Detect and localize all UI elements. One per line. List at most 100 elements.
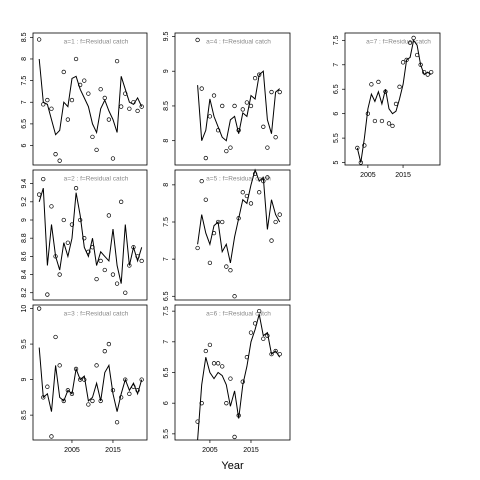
- observed-point: [407, 40, 413, 45]
- observed-point: [94, 147, 99, 153]
- observed-point: [269, 351, 274, 357]
- observed-point: [207, 342, 213, 348]
- observed-point: [248, 103, 254, 109]
- y-tick-label: 8: [21, 57, 28, 61]
- observed-point: [232, 103, 237, 109]
- observed-point: [379, 118, 385, 124]
- panel: 5.5 6 6.5 7 7.5 2005 2015 a=6 : f=Residual catc…: [163, 304, 291, 472]
- observed-point: [240, 107, 245, 112]
- panel: 5 5.5 6 6.5 7 7.5 2005 2015 a=7 : f=Residual cat…: [333, 32, 441, 179]
- fitted-line: [197, 314, 281, 441]
- y-tick-label: 6: [163, 401, 170, 405]
- y-tick-label: 5: [333, 161, 340, 165]
- observed-point: [211, 361, 217, 366]
- observed-point: [90, 134, 95, 140]
- observed-point: [102, 267, 107, 273]
- observed-point: [203, 348, 208, 354]
- observed-point: [53, 152, 58, 157]
- observed-point: [257, 72, 262, 77]
- observed-point: [215, 219, 221, 225]
- y-tick-label: 6: [333, 112, 340, 116]
- observed-point: [86, 402, 91, 407]
- observed-point: [240, 190, 245, 195]
- observed-point: [131, 384, 136, 389]
- observed-point: [94, 363, 99, 368]
- observed-point: [57, 158, 62, 163]
- panel-annotation: a=6 : f=Residual catch: [206, 311, 271, 318]
- observed-point: [45, 384, 50, 389]
- observed-point: [220, 364, 225, 369]
- observed-point: [114, 58, 120, 64]
- observed-point: [195, 419, 200, 424]
- y-tick-label: 6.5: [163, 368, 170, 378]
- y-tick-label: 7: [333, 63, 340, 67]
- observed-point: [207, 114, 213, 119]
- observed-point: [57, 363, 62, 368]
- observed-point: [119, 104, 124, 109]
- observed-point: [269, 89, 274, 95]
- observed-point: [110, 272, 116, 277]
- panel-frame: [174, 32, 291, 166]
- y-tick-label: 7: [21, 100, 28, 104]
- y-tick-label: 10: [21, 305, 28, 313]
- x-tick-label: 2015: [243, 447, 259, 454]
- observed-point: [248, 330, 254, 335]
- y-tick-label: 5.5: [333, 133, 340, 143]
- observed-point: [220, 219, 225, 225]
- observed-point: [199, 86, 204, 91]
- observed-point: [203, 155, 208, 161]
- observed-point: [232, 294, 237, 299]
- panel-frame: [32, 304, 148, 441]
- observed-point: [135, 254, 140, 259]
- observed-point: [45, 97, 50, 103]
- observed-point: [73, 186, 79, 191]
- observed-point: [220, 103, 225, 109]
- observed-point: [257, 308, 262, 314]
- panel: 6.5 7 7.5 8 a=5 : f=Residual catch: [163, 168, 291, 301]
- observed-point: [355, 145, 360, 151]
- observed-point: [224, 264, 229, 269]
- fitted-line: [197, 70, 281, 142]
- panel-annotation: a=3 : f=Residual catch: [64, 311, 129, 318]
- observed-point: [102, 349, 107, 354]
- observed-point: [248, 201, 254, 206]
- y-tick-label: 9.5: [163, 32, 170, 42]
- observed-point: [422, 69, 427, 75]
- observed-point: [277, 351, 282, 357]
- observed-point: [119, 199, 124, 204]
- observed-point: [110, 156, 116, 161]
- y-tick-label: 9.4: [21, 179, 28, 189]
- panel-frame: [32, 32, 148, 166]
- observed-point: [49, 204, 54, 209]
- y-tick-label: 8.5: [163, 101, 170, 111]
- observed-point: [236, 216, 241, 221]
- panel-frame: [32, 169, 148, 301]
- y-tick-label: 9: [163, 69, 170, 73]
- observed-point: [127, 391, 132, 396]
- observed-point: [215, 361, 221, 366]
- y-tick-label: 8.8: [21, 233, 28, 243]
- x-tick-label: 2015: [395, 172, 411, 179]
- panel-annotation: a=1 : f=Residual catch: [64, 39, 129, 46]
- observed-point: [69, 222, 75, 227]
- observed-point: [41, 395, 46, 400]
- observed-point: [98, 258, 103, 264]
- fitted-line: [38, 347, 143, 412]
- observed-point: [211, 93, 217, 98]
- observed-point: [228, 145, 233, 150]
- y-tick-label: 8.5: [21, 32, 28, 42]
- observed-point: [252, 321, 258, 326]
- observed-point: [69, 97, 75, 103]
- observed-point: [119, 395, 124, 400]
- observed-point: [411, 35, 416, 41]
- panel-annotation: a=5 : f=Residual catch: [206, 176, 271, 183]
- panel-annotation: a=7 : f=Residual catch: [366, 39, 431, 46]
- observed-point: [269, 238, 274, 243]
- observed-point: [65, 240, 71, 245]
- observed-point: [265, 175, 270, 180]
- observed-point: [215, 128, 221, 133]
- observed-point: [65, 388, 71, 393]
- observed-point: [61, 69, 66, 75]
- observed-point: [418, 62, 423, 67]
- y-tick-label: 7: [163, 257, 170, 261]
